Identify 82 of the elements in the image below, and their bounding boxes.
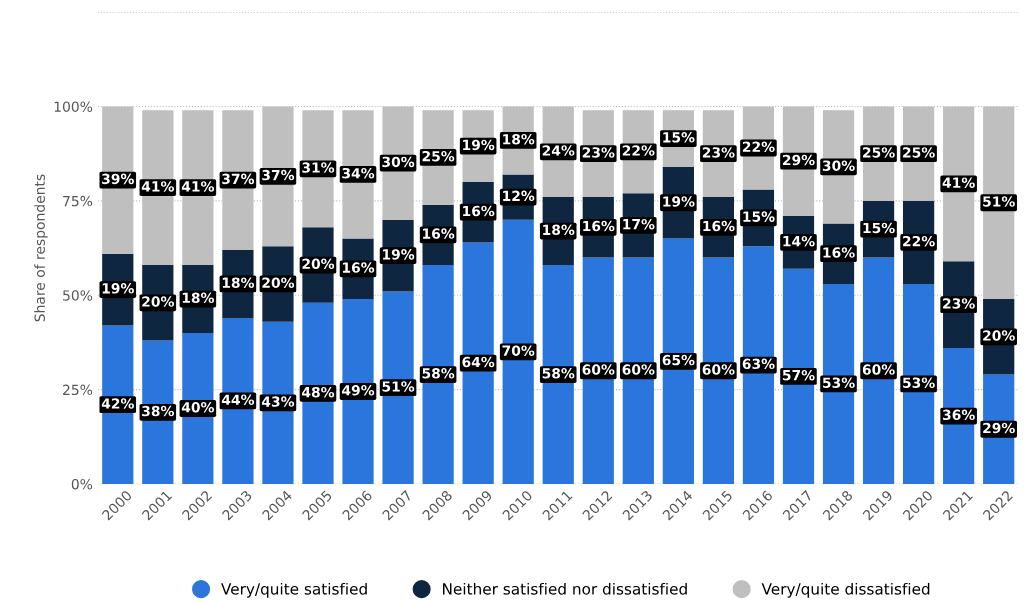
y-tick-label: 75% — [63, 195, 93, 207]
data-label: 64% — [462, 356, 495, 368]
data-label: 31% — [302, 162, 335, 173]
data-label: 25% — [863, 147, 895, 158]
data-label: 41% — [141, 181, 174, 192]
data-label: 60% — [582, 364, 615, 375]
data-label: 51% — [983, 196, 1015, 207]
data-label: 25% — [422, 150, 455, 162]
data-label: 60% — [702, 364, 735, 375]
data-label: 22% — [903, 235, 935, 247]
data-label: 70% — [502, 345, 535, 356]
data-label: 19% — [663, 196, 695, 207]
data-label: 41% — [181, 181, 215, 192]
data-label: 58% — [542, 368, 575, 379]
data-label: 30% — [822, 160, 855, 171]
bar — [782, 268, 815, 484]
data-label: 22% — [742, 141, 775, 153]
data-label: 16% — [823, 247, 855, 258]
data-label: 16% — [463, 205, 495, 217]
data-label: 14% — [783, 235, 815, 247]
y-axis-title: Share of respondents — [34, 174, 48, 322]
data-label: 20% — [262, 277, 295, 288]
data-label: 12% — [503, 190, 535, 202]
data-label: 60% — [862, 364, 895, 375]
legend-label: Very/quite satisfied — [221, 582, 367, 598]
bar — [822, 283, 855, 484]
data-label: 23% — [582, 147, 615, 158]
data-label: 16% — [423, 228, 455, 239]
data-label: 37% — [262, 169, 295, 181]
data-label: 16% — [583, 220, 615, 232]
data-label: 19% — [463, 139, 495, 151]
data-label: 53% — [903, 377, 935, 388]
y-tick-label: 50% — [63, 290, 93, 301]
data-label: 16% — [703, 220, 735, 232]
data-label: 29% — [983, 422, 1015, 434]
data-label: 48% — [301, 386, 335, 398]
data-label: 18% — [503, 133, 535, 145]
data-label: 17% — [623, 218, 655, 230]
data-label: 22% — [622, 145, 655, 156]
data-label: 18% — [222, 277, 255, 288]
data-label: 29% — [782, 154, 815, 166]
bar — [702, 257, 735, 484]
legend-label: Neither satisfied nor dissatisfied — [443, 582, 687, 595]
y-tick-label: 100% — [54, 101, 93, 112]
legend-label: Very/quite dissatisfied — [761, 582, 930, 598]
data-label: 19% — [383, 249, 415, 260]
data-label: 15% — [663, 132, 695, 143]
data-label: 20% — [302, 258, 335, 270]
data-label: 20% — [142, 296, 174, 307]
data-label: 44% — [221, 394, 255, 405]
data-label: 41% — [942, 177, 975, 188]
data-label: 15% — [743, 211, 775, 222]
bar — [862, 257, 895, 484]
data-label: 24% — [542, 145, 575, 156]
data-label: 37% — [222, 173, 255, 185]
data-label: 36% — [942, 409, 975, 421]
y-tick-label: 25% — [63, 384, 93, 396]
data-label: 30% — [382, 156, 415, 168]
data-label: 15% — [863, 222, 895, 234]
data-label: 53% — [822, 377, 855, 388]
data-label: 18% — [182, 292, 215, 304]
data-label: 58% — [422, 368, 455, 379]
y-tick-label: 0% — [71, 478, 93, 490]
data-label: 39% — [102, 173, 134, 185]
data-label: 51% — [382, 381, 415, 392]
data-label: 23% — [943, 298, 975, 309]
data-label: 49% — [342, 385, 375, 396]
data-label: 57% — [782, 369, 815, 381]
data-label: 19% — [102, 283, 134, 294]
data-label: 18% — [543, 224, 575, 236]
data-label: 42% — [101, 398, 134, 409]
data-label: 23% — [702, 147, 735, 158]
data-label: 65% — [662, 354, 695, 366]
data-label: 34% — [342, 167, 375, 179]
data-label: 40% — [181, 402, 215, 413]
data-label: 63% — [742, 358, 775, 370]
data-label: 20% — [983, 330, 1015, 341]
data-label: 16% — [342, 262, 375, 273]
data-label: 25% — [903, 147, 935, 158]
data-label: 43% — [261, 396, 295, 407]
data-label: 38% — [142, 405, 174, 417]
data-label: 60% — [622, 364, 655, 375]
